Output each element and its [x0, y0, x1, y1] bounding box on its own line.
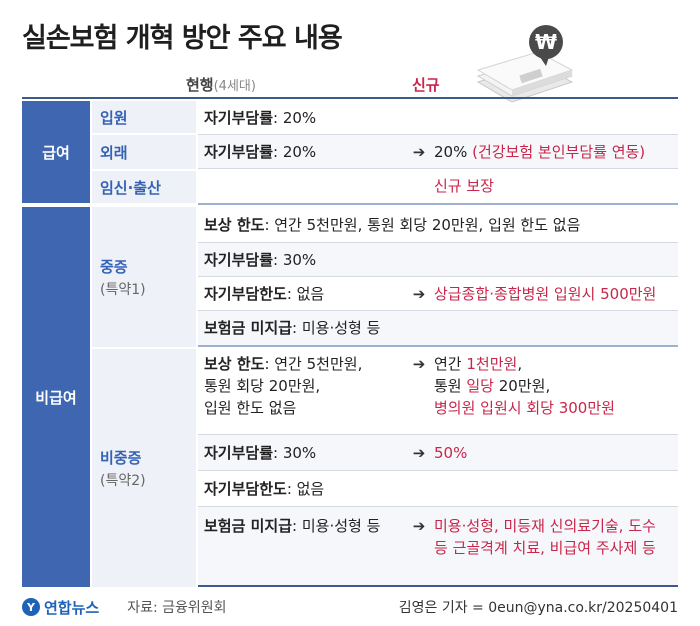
row-nonsevere-nonpay: 보험금 미지급: 미용·성형 등 ➔ 미용·성형, 미등재 신의료기술, 도수 …	[198, 507, 678, 587]
arrow-icon: ➔	[412, 443, 426, 462]
reform-table: 급여 입원 자기부담률: 20% 외래 자기부담률: 20% ➔ 20% (건강…	[22, 97, 678, 587]
column-header-new: 신규	[412, 76, 440, 94]
won-icon: ₩	[535, 30, 557, 54]
arrow-icon: ➔	[412, 142, 426, 161]
yonhap-logo: 연합뉴스	[44, 598, 100, 617]
sub-inpatient: 입원	[92, 101, 196, 133]
source-text: 자료: 금융위원회	[127, 600, 227, 616]
sub-pregnancy: 임신·출산	[92, 171, 196, 203]
money-bundle-illustration: ₩	[476, 25, 574, 103]
sub-outpatient: 외래	[92, 135, 196, 169]
sub-severe: 중증 (특약1)	[92, 207, 196, 347]
credit-text: 김영은 기자 = 0eun@yna.co.kr/20250401	[398, 600, 678, 616]
arrow-icon: ➔	[412, 355, 426, 373]
category-benefit: 급여	[22, 101, 90, 203]
row-nonsevere-copay: 자기부담률: 30% ➔ 50%	[198, 435, 678, 471]
arrow-icon: ➔	[412, 284, 426, 303]
row-severe-nonpay: 보험금 미지급: 미용·성형 등	[198, 311, 678, 347]
row-inpatient: 자기부담률: 20%	[198, 101, 678, 135]
row-nonsevere-copay-cap: 자기부담한도: 없음	[198, 471, 678, 507]
row-severe-copay-cap: 자기부담한도: 없음 ➔ 상급종합·종합병원 입원시 500만원	[198, 277, 678, 311]
sub-nonsevere: 비중증 (특약2)	[92, 349, 196, 587]
footer: Y 연합뉴스 자료: 금융위원회 김영은 기자 = 0eun@yna.co.kr…	[22, 596, 678, 618]
category-nonbenefit: 비급여	[22, 207, 90, 587]
arrow-icon: ➔	[412, 517, 426, 535]
page-title: 실손보험 개혁 방안 주요 내용	[22, 23, 343, 54]
row-outpatient: 자기부담률: 20% ➔ 20% (건강보험 본인부담률 연동)	[198, 135, 678, 169]
row-pregnancy: 신규 보장	[198, 169, 678, 205]
row-nonsevere-limit: 보상 한도: 연간 5천만원, 통원 회당 20만원, 입원 한도 없음 ➔ 연…	[198, 349, 678, 435]
yonhap-logo-icon: Y	[22, 598, 40, 616]
column-header-current: 현행(4세대)	[186, 76, 256, 94]
row-severe-limit: 보상 한도: 연간 5천만원, 통원 회당 20만원, 입원 한도 없음	[198, 207, 678, 243]
row-severe-copay: 자기부담률: 30%	[198, 243, 678, 277]
